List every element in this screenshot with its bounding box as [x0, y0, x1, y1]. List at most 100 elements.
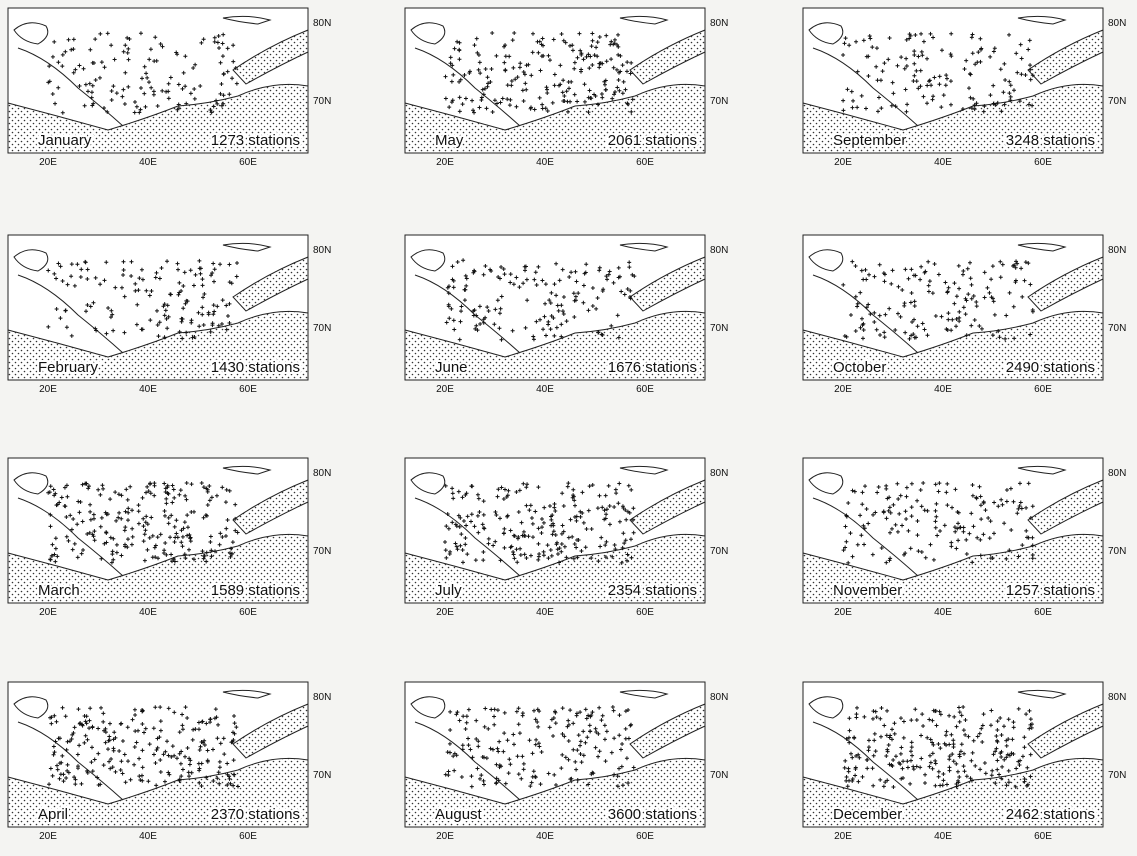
station-cross — [447, 316, 452, 321]
station-cross — [618, 747, 623, 752]
station-cross — [519, 776, 524, 781]
svalbard — [13, 689, 272, 719]
station-cross — [973, 763, 978, 768]
station-cross — [547, 504, 552, 509]
station-cross — [610, 705, 615, 710]
station-cross — [934, 501, 939, 506]
station-cross — [155, 322, 160, 327]
station-cross — [166, 706, 171, 711]
station-cross — [165, 326, 170, 331]
lat-label: 70N — [313, 546, 331, 557]
station-cross — [862, 526, 867, 531]
station-cross — [511, 282, 516, 287]
station-cross — [154, 58, 159, 63]
station-cross — [212, 35, 217, 40]
station-cross — [450, 264, 455, 269]
station-cross — [543, 282, 548, 287]
lon-label: 20E — [39, 831, 57, 842]
station-cross — [486, 308, 491, 313]
station-cross — [897, 511, 902, 516]
station-cross — [162, 779, 167, 784]
station-cross — [1007, 32, 1012, 37]
station-cross — [143, 528, 148, 533]
station-cross — [176, 102, 181, 107]
station-cross — [578, 514, 583, 519]
station-cross — [464, 714, 469, 719]
station-cross — [458, 319, 463, 324]
station-cross — [623, 538, 628, 543]
lat-label: 80N — [313, 692, 331, 703]
station-cross — [485, 305, 490, 310]
station-cross — [129, 259, 134, 264]
station-cross — [495, 298, 500, 303]
station-cross — [177, 492, 182, 497]
station-cross — [88, 304, 93, 309]
station-cross — [137, 756, 142, 761]
station-cross — [473, 558, 478, 563]
station-cross — [200, 549, 205, 554]
station-cross — [168, 75, 173, 80]
station-cross — [140, 709, 145, 714]
station-cross — [560, 267, 565, 272]
station-cross — [71, 730, 76, 735]
station-cross — [158, 42, 163, 47]
station-cross — [183, 84, 188, 89]
station-cross — [469, 512, 474, 517]
station-cross — [184, 481, 189, 486]
station-cross — [1000, 262, 1005, 267]
station-cross — [573, 294, 578, 299]
lon-label: 60E — [239, 831, 257, 842]
station-cross — [938, 746, 943, 751]
station-cross — [444, 524, 449, 529]
station-cross — [470, 755, 475, 760]
station-cross — [163, 486, 168, 491]
station-cross — [611, 42, 616, 47]
lon-label: 40E — [934, 157, 952, 168]
station-cross — [466, 707, 471, 712]
station-cross — [476, 739, 481, 744]
station-cross — [629, 555, 634, 560]
station-cross — [881, 271, 886, 276]
station-cross — [911, 767, 916, 772]
station-cross — [443, 96, 448, 101]
station-cross — [463, 492, 468, 497]
station-cross — [559, 766, 564, 771]
station-cross — [518, 546, 523, 551]
station-cross — [911, 764, 916, 769]
station-cross — [567, 86, 572, 91]
station-cross — [631, 765, 636, 770]
station-cross — [109, 308, 114, 313]
station-cross — [130, 526, 135, 531]
station-cross — [83, 82, 88, 87]
station-cross — [562, 94, 567, 99]
station-cross — [590, 482, 595, 487]
station-cross — [162, 302, 167, 307]
station-cross — [62, 485, 67, 490]
station-cross — [505, 83, 510, 88]
station-cross — [941, 771, 946, 776]
station-cross — [628, 288, 633, 293]
station-cross — [472, 110, 477, 115]
station-cross — [221, 32, 226, 37]
station-cross — [502, 545, 507, 550]
station-cross — [1014, 259, 1019, 264]
station-cross — [123, 43, 128, 48]
station-cross — [572, 66, 577, 71]
station-cross — [978, 494, 983, 499]
station-cross — [604, 512, 609, 517]
station-cross — [99, 60, 104, 65]
station-cross — [172, 559, 177, 564]
station-cross — [88, 517, 93, 522]
novaya-zemlya — [232, 256, 309, 312]
station-cross — [978, 553, 983, 558]
station-cross — [78, 500, 83, 505]
coast — [17, 721, 124, 801]
station-cross — [868, 36, 873, 41]
station-cross — [144, 71, 149, 76]
station-cross — [90, 769, 95, 774]
station-cross — [163, 308, 168, 313]
station-cross — [169, 513, 174, 518]
station-cross — [575, 711, 580, 716]
station-cross — [906, 528, 911, 533]
